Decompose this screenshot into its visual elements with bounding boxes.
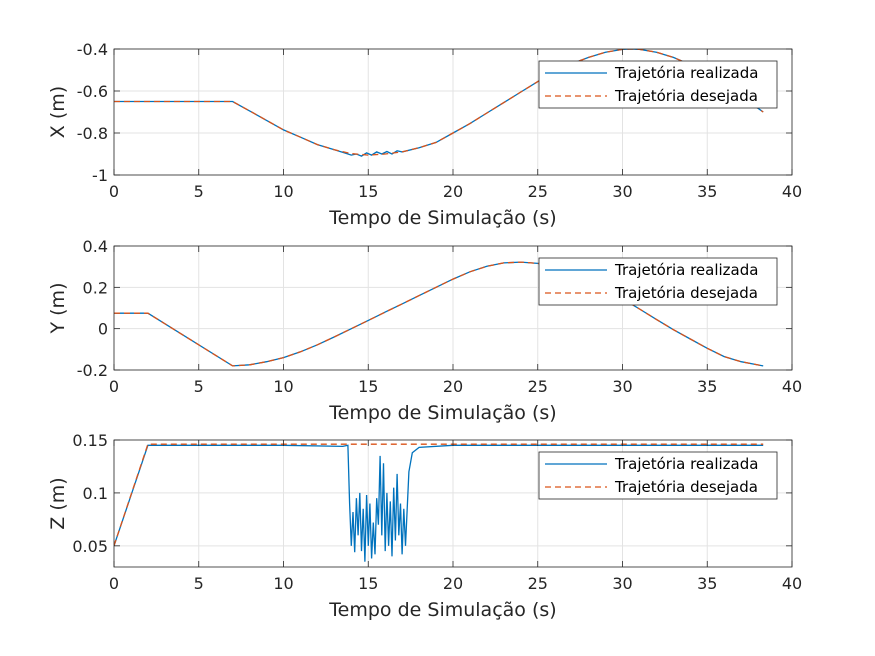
y-tick-label: 0.2 [83,278,108,297]
series-line-realizada [114,444,764,562]
y-tick-label: -1 [92,166,108,185]
x-tick-label: 10 [273,182,293,201]
legend-label: Trajetória realizada [614,261,758,279]
x-axis-label: Tempo de Simulação (s) [328,207,556,229]
series-layer [114,49,764,157]
x-tick-label: 40 [782,377,802,396]
y-tick-label: 0.15 [72,431,108,450]
x-tick-label: 15 [358,182,378,201]
x-tick-label: 30 [612,182,632,201]
x-tick-label: 5 [194,182,204,201]
x-tick-label: 25 [528,574,548,593]
legend-label: Trajetória realizada [614,64,758,82]
y-tick-label: 0.1 [83,484,108,503]
x-tick-label: 10 [273,574,293,593]
series-line-desejada [114,443,764,547]
y-tick-label: -0.4 [77,40,108,59]
legend-label: Trajetória desejada [614,87,758,105]
legend: Trajetória realizada Trajetória desejada [538,60,778,109]
y-axis-label: Z (m) [47,477,69,529]
y-axis-label: X (m) [47,86,69,138]
y-tick-label: -0.8 [77,124,108,143]
legend: Trajetória realizada Trajetória desejada [538,257,778,306]
x-tick-label: 30 [612,574,632,593]
series-line-desejada [114,261,764,367]
y-tick-label: 0 [98,320,108,339]
x-tick-label: 30 [612,377,632,396]
x-tick-label: 0 [109,377,119,396]
legend: Trajetória realizada Trajetória desejada [538,451,778,500]
x-tick-label: 15 [358,574,378,593]
legend-box [538,451,778,500]
series-layer [114,443,764,562]
series-layer [114,261,764,367]
x-tick-label: 0 [109,182,119,201]
x-tick-label: 20 [443,377,463,396]
legend-label: Trajetória desejada [614,478,758,496]
y-tick-label: -0.6 [77,82,108,101]
y-tick-label: 0.4 [83,237,108,256]
x-tick-label: 25 [528,377,548,396]
x-tick-label: 5 [194,377,204,396]
y-tick-label: 0.05 [72,537,108,556]
x-tick-label: 35 [697,182,717,201]
legend-box [538,60,778,109]
x-tick-label: 20 [443,182,463,201]
x-axis-label: Tempo de Simulação (s) [328,599,556,621]
x-tick-label: 10 [273,377,293,396]
legend-label: Trajetória desejada [614,284,758,302]
y-tick-label: -0.2 [77,361,108,380]
x-tick-label: 35 [697,574,717,593]
x-tick-label: 20 [443,574,463,593]
x-tick-label: 40 [782,574,802,593]
x-tick-label: 15 [358,377,378,396]
y-axis-label: Y (m) [47,283,69,335]
x-axis-label: Tempo de Simulação (s) [328,402,556,424]
x-tick-label: 35 [697,377,717,396]
x-tick-label: 25 [528,182,548,201]
x-tick-label: 0 [109,574,119,593]
legend-box [538,257,778,306]
subplot-1: 0 5 10 15 20 25 30 35 40 -1 -0.8 -0.6 -0.4 Tempo de S… [47,40,802,229]
legend-label: Trajetória realizada [614,455,758,473]
x-tick-label: 40 [782,182,802,201]
subplot-3: 0 5 10 15 20 25 30 35 40 0.05 0.1 0.15 Tempo de Simu… [47,431,802,621]
series-line-desejada [114,49,764,156]
x-tick-label: 5 [194,574,204,593]
